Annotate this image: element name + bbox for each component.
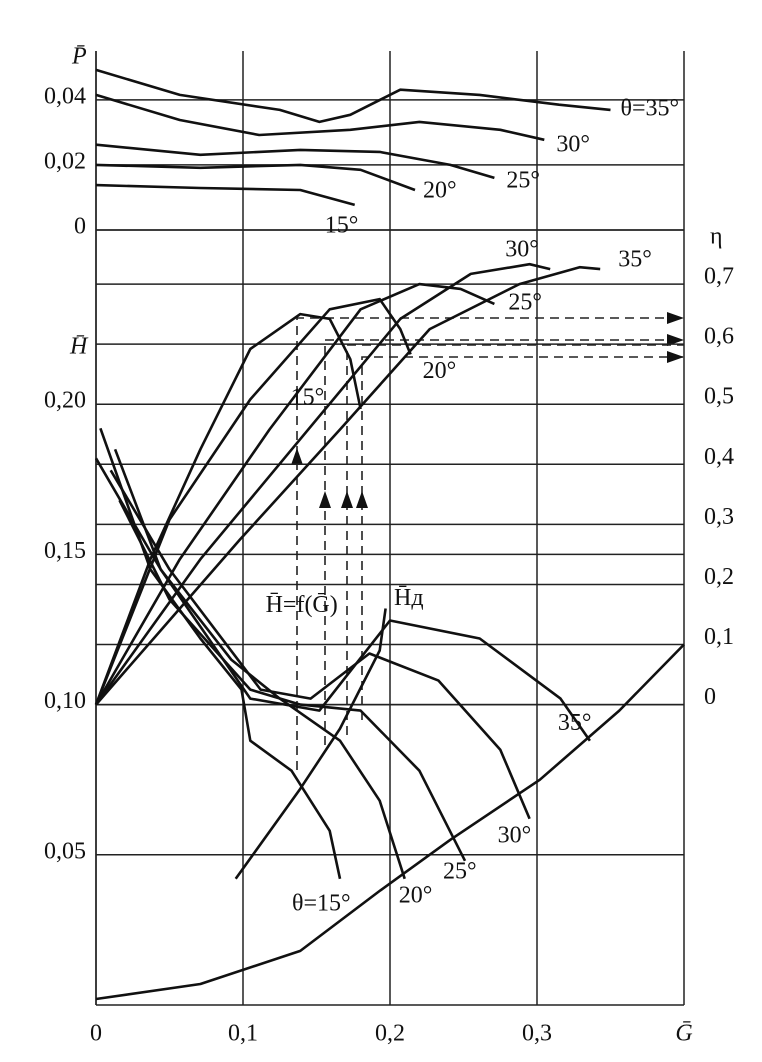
curve-label: 25° <box>506 167 540 193</box>
curve-label: θ=35° <box>621 95 680 121</box>
curve-label: 20° <box>399 882 433 908</box>
curve-label: 35° <box>618 247 652 273</box>
curve <box>95 265 601 706</box>
curve <box>94 312 362 706</box>
y2-tick-label: 0,4 <box>704 444 734 470</box>
curve-label: 30° <box>498 822 532 848</box>
curve-label: 15° <box>291 385 325 411</box>
y2-tick-label: 0,1 <box>704 624 734 650</box>
curve <box>95 93 545 142</box>
y-tick-label: 0,02 <box>44 148 86 174</box>
y2-tick-label: 0,5 <box>704 384 734 410</box>
curve <box>94 282 495 706</box>
x-tick-label: 0 <box>90 1021 102 1047</box>
curve-label: 20° <box>423 177 457 203</box>
y-tick-label: 0,15 <box>44 538 86 564</box>
x-axis-label: Ḡ <box>675 1021 692 1047</box>
curve-label: 15° <box>325 212 359 238</box>
curve <box>95 68 611 124</box>
curve <box>109 469 531 820</box>
curve <box>118 499 467 862</box>
curve <box>94 457 591 742</box>
y2-tick-label: 0 <box>704 684 716 710</box>
y-tick-label: 0,05 <box>44 838 86 864</box>
y2-tick-label: 0,3 <box>704 504 734 530</box>
curve <box>113 448 406 880</box>
curve-label: H̄=f(Ḡ) <box>266 592 338 618</box>
curve-label: 25° <box>508 289 542 315</box>
projection-lines <box>291 312 684 770</box>
curve <box>234 608 387 880</box>
y2-tick-label: 0,2 <box>704 564 734 590</box>
arrowheads <box>291 312 684 508</box>
curve <box>95 643 685 1001</box>
curve <box>95 143 495 180</box>
curve-label: 35° <box>558 710 592 736</box>
y2-tick-label: 0,6 <box>704 324 734 350</box>
curve-label: 20° <box>423 358 457 384</box>
curve <box>94 297 412 706</box>
curve <box>94 262 551 706</box>
y-tick-label: 0,20 <box>44 388 86 414</box>
curve-label: 30° <box>556 131 590 157</box>
y2-tick-label: 0,7 <box>704 264 734 290</box>
curve-label: H̄д <box>394 585 424 611</box>
y-axis-label: H̄ <box>69 334 89 360</box>
curve <box>95 163 416 192</box>
curve-label: θ=15° <box>292 890 351 916</box>
y-axis-label: P̄ <box>71 44 87 70</box>
x-tick-label: 0,1 <box>228 1021 258 1047</box>
curve <box>95 183 356 207</box>
dashed-projection <box>296 317 684 770</box>
x-tick-label: 0,3 <box>522 1021 552 1047</box>
y-tick-label: 0,04 <box>44 83 86 109</box>
y2-axis-label: η <box>710 224 723 250</box>
y-tick-label: 0 <box>74 214 86 240</box>
curve-label: 25° <box>443 858 477 884</box>
curve-label: 30° <box>505 237 539 263</box>
y-tick-label: 0,10 <box>44 688 86 714</box>
x-tick-label: 0,2 <box>375 1021 405 1047</box>
